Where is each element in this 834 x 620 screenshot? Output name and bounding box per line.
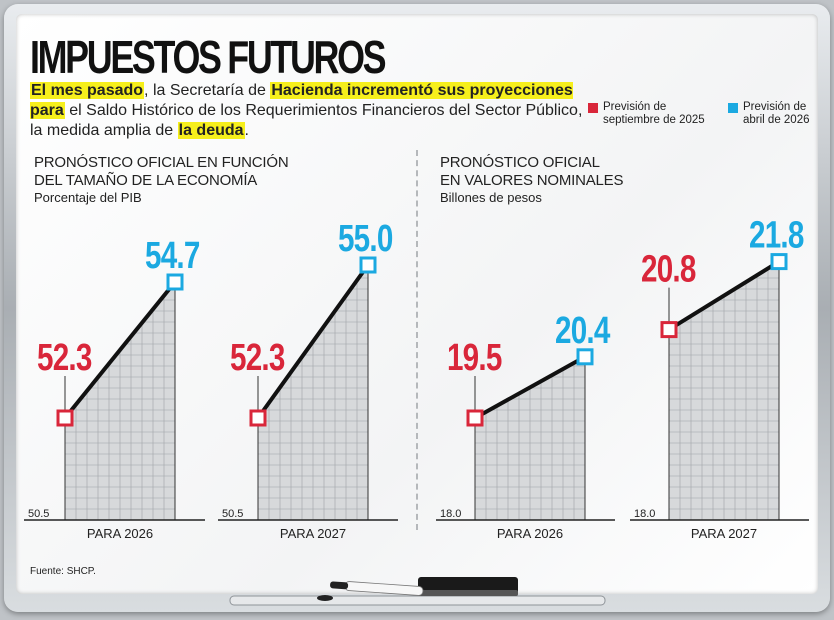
panel-title-nominal-line1: PRONÓSTICO OFICIAL	[440, 154, 600, 171]
chart-4-label-abril: 21.8	[749, 214, 804, 256]
chart-3-ymin-label: 18.0	[440, 508, 461, 520]
chart-3-point-sept	[466, 409, 484, 427]
chart-1-point-sept	[56, 409, 74, 427]
chart-4-label-sept: 20.8	[641, 248, 696, 290]
chart-3-point-abril	[576, 348, 594, 366]
chart-4-point-sept	[660, 321, 678, 339]
chart-2-series-line	[256, 263, 370, 420]
panel-title-nominal-line2: EN VALORES NOMINALES	[440, 172, 624, 189]
chart-2-label-sept: 52.3	[230, 337, 285, 379]
panel-title-gdp-line2: DEL TAMAÑO DE LA ECONOMÍA	[34, 172, 258, 189]
intro-paragraph: El mes pasado, la Secretaría de Hacienda…	[30, 81, 590, 141]
intro-text-1: , la Secretaría de	[144, 82, 271, 99]
chart-1-series-line	[63, 280, 177, 420]
legend-swatch-abril	[728, 103, 738, 113]
marker	[330, 581, 424, 596]
chart-1-category-label: PARA 2026	[87, 526, 153, 541]
eraser-felt	[418, 590, 518, 596]
chart-3-category-label: PARA 2026	[497, 526, 563, 541]
page-title: IMPUESTOS FUTUROS	[30, 31, 387, 83]
chart-4-category-label: PARA 2027	[691, 526, 757, 541]
chart-1-label-abril: 54.7	[145, 235, 200, 277]
panel-title-gdp: PRONÓSTICO OFICIAL EN FUNCIÓN DEL TAMAÑO…	[34, 154, 289, 190]
intro-text-3: .	[244, 122, 249, 139]
chart-2-label-abril: 55.0	[338, 218, 393, 260]
source-note: Fuente: SHCP.	[30, 566, 96, 577]
tray-ledge	[229, 595, 606, 606]
panel-divider	[416, 150, 418, 530]
chart-4-point-abril	[770, 253, 788, 271]
panel-unit-gdp: Porcentaje del PIB	[34, 190, 142, 205]
chart-2-ymin-label: 50.5	[222, 508, 243, 520]
panel-unit-nominal: Billones de pesos	[440, 190, 542, 205]
intro-text-2: el Saldo Histórico de los Requerimientos…	[30, 102, 583, 139]
chart-4-series-line	[667, 259, 781, 332]
intro-highlight-1: El mes pasado	[30, 82, 145, 99]
chart-3-label-sept: 19.5	[447, 337, 502, 379]
chart-1-label-sept: 52.3	[37, 337, 92, 379]
legend-swatch-sept	[588, 103, 598, 113]
panel-title-nominal: PRONÓSTICO OFICIAL EN VALORES NOMINALES	[440, 154, 623, 190]
chart-2-point-sept	[249, 409, 267, 427]
chart-2-category-label: PARA 2027	[280, 526, 346, 541]
intro-highlight-3: la deuda	[177, 122, 245, 139]
chart-3-label-abril: 20.4	[555, 309, 610, 351]
panel-title-gdp-line1: PRONÓSTICO OFICIAL EN FUNCIÓN	[34, 154, 289, 171]
chart-1-point-abril	[166, 273, 184, 291]
marker-cap	[317, 595, 333, 601]
chart-2-point-abril	[359, 256, 377, 274]
chart-1-ymin-label: 50.5	[28, 508, 49, 520]
legend-item-sept: Previsión de septiembre de 2025	[588, 101, 705, 127]
legend-label-sept: Previsión de septiembre de 2025	[603, 101, 705, 126]
chart-3-series-line	[474, 355, 586, 420]
legend-item-abril: Previsión de abril de 2026	[728, 101, 810, 127]
legend-label-abril: Previsión de abril de 2026	[743, 101, 810, 126]
chart-4-ymin-label: 18.0	[634, 508, 655, 520]
